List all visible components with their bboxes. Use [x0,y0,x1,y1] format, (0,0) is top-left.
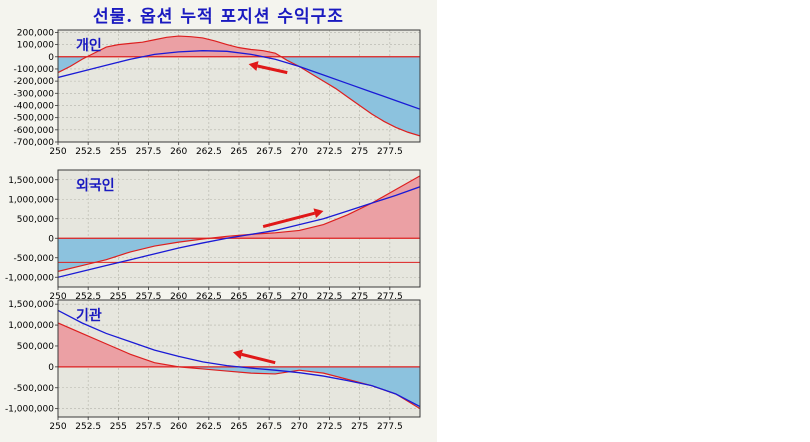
arrow-shaft [257,64,288,75]
x-tick-label: 255 [110,292,127,302]
y-tick-label: 1,000,000 [8,321,54,331]
x-tick-label: 250 [49,147,66,157]
x-tick-label: 277.5 [377,292,403,302]
x-tick-label: 270 [291,292,308,302]
arrow-head [248,61,259,71]
x-tick-label: 262.5 [196,292,222,302]
blue-series-line [58,50,420,110]
x-tick-label: 270 [291,422,308,432]
panel-label: 기관 [76,307,102,324]
x-tick-label: 272.5 [317,292,343,302]
chart-panel-3: 1,500,000 1,000,000 500,000 0 -500,000 -1,000… [5,299,421,432]
x-tick-label: 250 [49,422,66,432]
y-tick-label: 1,500,000 [8,176,54,186]
y-tick-label: 0 [48,53,54,63]
plot-area [58,300,420,417]
x-tick-label: 252.5 [75,147,101,157]
panel-label: 개인 [76,37,102,54]
area-outline-line [58,35,420,137]
x-tick-label: 267.5 [256,292,282,302]
x-tick-label: 252.5 [75,292,101,302]
page-title: 선물. 옵션 누적 포지션 수익구조 [93,7,344,27]
plot-area [58,170,420,287]
x-tick-label: 262.5 [196,147,222,157]
y-tick-label: -200,000 [14,77,55,87]
y-tick-label: 0 [48,234,54,244]
chart-panel-1: 200,000 100,000 0 -100,000 -200,000 -300,000 -… [14,28,421,157]
x-tick-label: 275 [351,422,368,432]
x-tick-label: 252.5 [75,422,101,432]
x-tick-label: 265 [230,292,247,302]
x-tick-label: 257.5 [136,422,162,432]
y-tick-label: -600,000 [14,126,55,136]
y-tick-label: 1,500,000 [8,300,54,310]
x-tick-label: 262.5 [196,422,222,432]
arrow-head [232,349,243,360]
arrow-shaft [262,211,316,229]
y-tick-label: -300,000 [14,89,55,99]
charts-svg: 200,000 100,000 0 -100,000 -200,000 -300,000 -… [5,28,421,432]
arrow-shaft [241,352,276,365]
blue-series-line [58,186,420,278]
area-outline-line [58,175,420,272]
negative-area [58,238,420,272]
x-tick-label: 250 [49,292,66,302]
x-tick-label: 267.5 [256,147,282,157]
x-tick-label: 270 [291,147,308,157]
x-tick-label: 272.5 [317,147,343,157]
y-tick-label: 500,000 [17,215,54,225]
y-tick-label: -500,000 [14,254,55,264]
chart-panel-2: 1,500,000 1,000,000 500,000 0 -500,000 -1,000… [5,169,421,302]
plot-area [58,30,420,142]
y-tick-label: 1,000,000 [8,195,54,205]
x-tick-label: 257.5 [136,292,162,302]
x-tick-label: 267.5 [256,422,282,432]
y-tick-label: 500,000 [17,342,54,352]
y-tick-label: -500,000 [14,114,55,124]
y-tick-label: 200,000 [17,28,54,38]
negative-area [178,366,420,409]
y-tick-label: 0 [48,363,54,373]
y-tick-label: 100,000 [17,41,54,51]
x-tick-label: 260 [170,292,187,302]
x-tick-label: 275 [351,147,368,157]
x-tick-label: 255 [110,147,127,157]
y-tick-label: -1,000,000 [5,273,54,283]
blue-series-line [58,309,420,408]
y-tick-label: -1,000,000 [5,405,54,415]
arrow-head [313,208,324,219]
x-tick-label: 277.5 [377,422,403,432]
x-tick-label: 275 [351,292,368,302]
x-tick-label: 260 [170,422,187,432]
x-tick-label: 265 [230,422,247,432]
x-tick-label: 272.5 [317,422,343,432]
x-tick-label: 265 [230,147,247,157]
positive-area [58,322,420,367]
x-tick-label: 255 [110,422,127,432]
x-tick-label: 260 [170,147,187,157]
panel-label: 외국인 [76,177,115,194]
x-tick-label: 257.5 [136,147,162,157]
x-tick-label: 277.5 [377,147,403,157]
y-tick-label: -700,000 [14,138,55,148]
figure: 선물. 옵션 누적 포지션 수익구조 200,000 100,000 0 -100,0… [0,0,437,442]
y-tick-label: -100,000 [14,65,55,75]
y-tick-label: -500,000 [14,384,55,394]
y-tick-label: -400,000 [14,101,55,111]
